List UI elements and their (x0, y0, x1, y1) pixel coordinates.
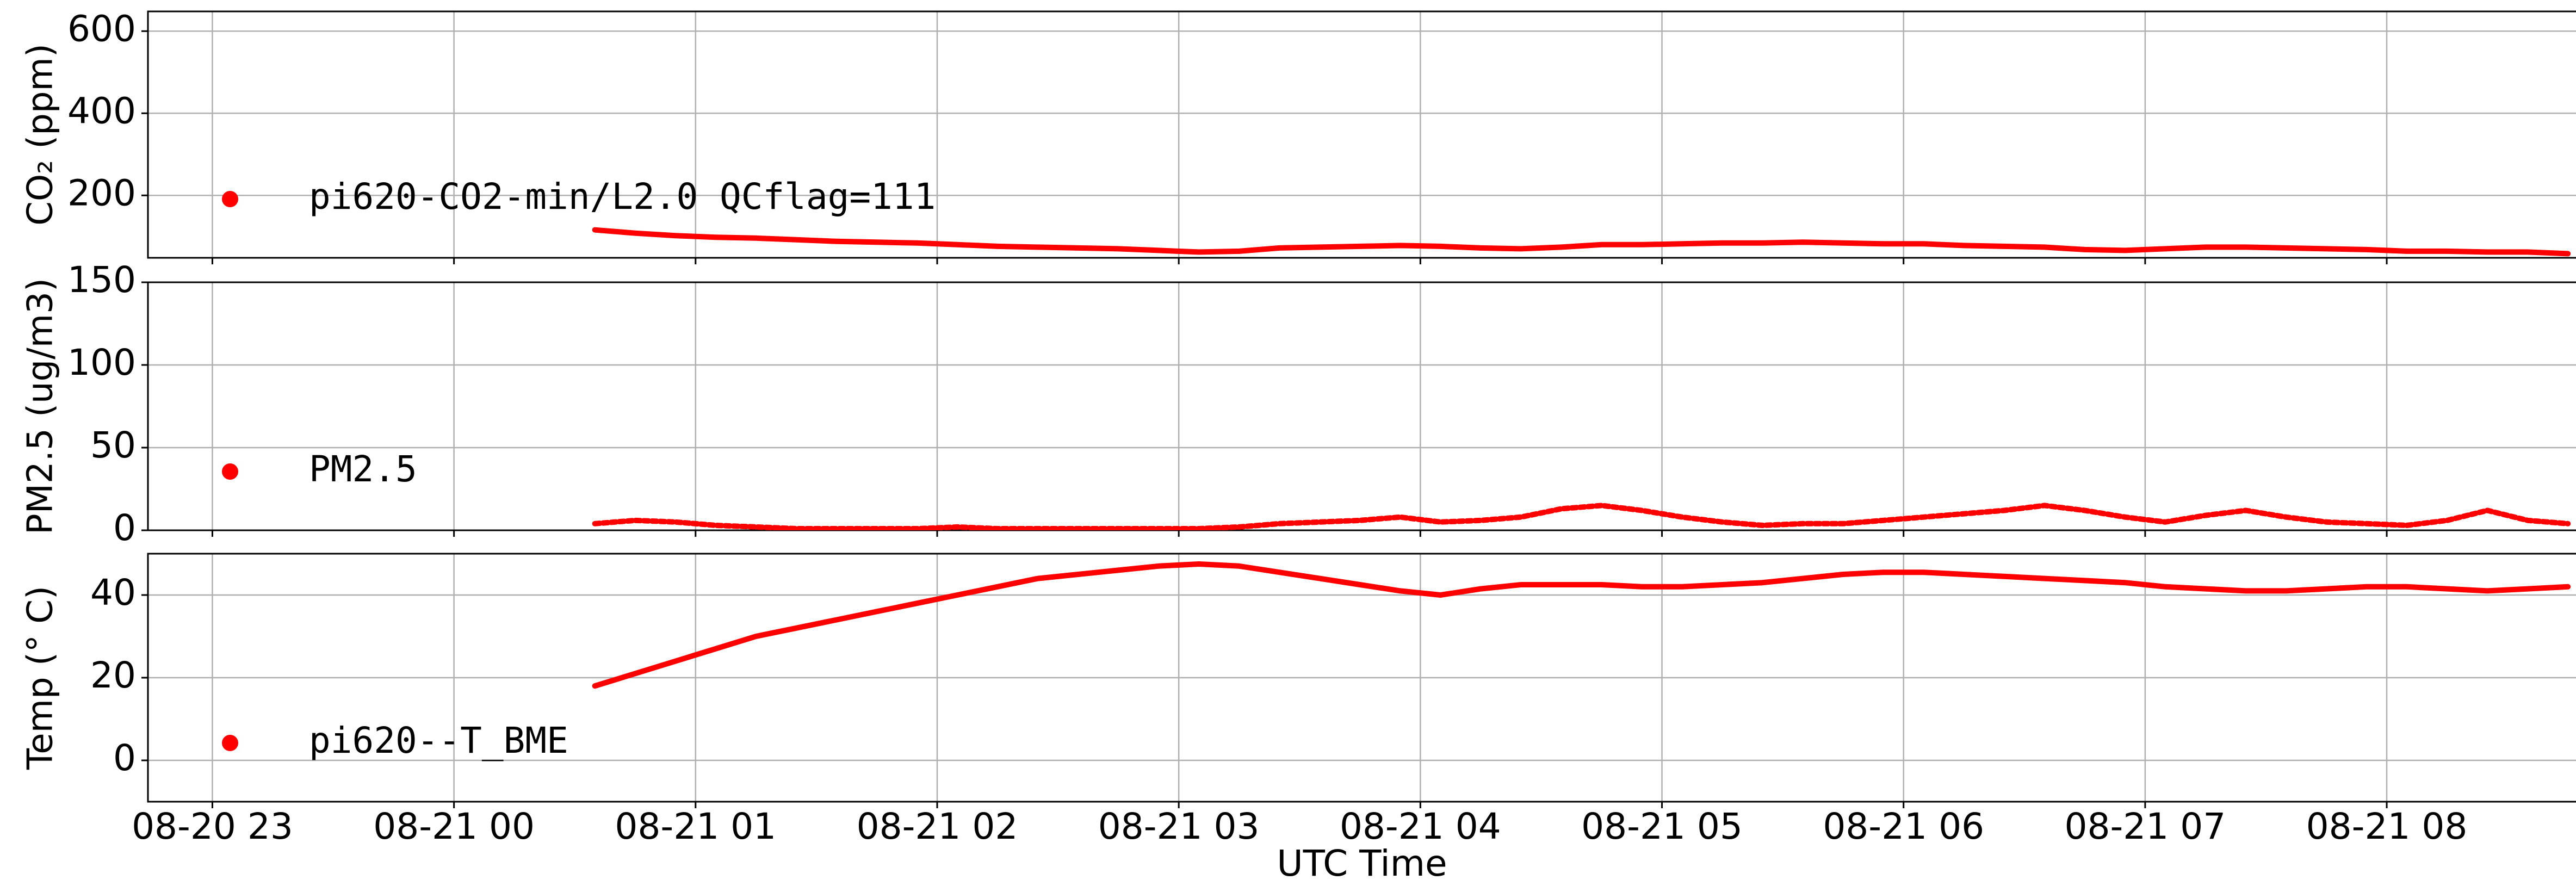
x-tick-label: 08-21 03 (1098, 806, 1260, 847)
plot-frame (147, 10, 2576, 259)
x-tick-label: 08-20 23 (132, 806, 293, 847)
y-tick-label: 50 (90, 424, 136, 466)
series-line (592, 561, 2571, 689)
legend-label: pi620-CO2-min/L2.0 QCflag=111 (309, 176, 936, 218)
x-tick-label: 08-21 04 (1340, 806, 1501, 847)
legend-marker (222, 735, 238, 751)
x-tick-label: 08-21 01 (615, 806, 776, 847)
y-tick-label: 200 (67, 172, 136, 214)
y-tick-label: 100 (67, 342, 136, 383)
series-line (592, 503, 2571, 530)
legend-label: PM2.5 (309, 448, 417, 490)
y-tick-label: 150 (67, 259, 136, 301)
y-axis-label: PM2.5 (ug/m3) (21, 278, 61, 535)
y-tick-label: 600 (67, 8, 136, 49)
x-tick-label: 08-21 00 (373, 806, 535, 847)
series-line (592, 227, 2571, 257)
legend-marker (222, 191, 238, 207)
x-tick-label: 08-21 02 (857, 806, 1018, 847)
y-tick-label: 400 (67, 90, 136, 132)
y-axis-label: Temp (° C) (21, 586, 61, 770)
y-axis-label: CO₂ (ppm) (21, 44, 61, 226)
y-tick-label: 40 (90, 572, 136, 614)
x-tick-label: 08-21 07 (2065, 806, 2226, 847)
plot-frame (147, 553, 2576, 803)
x-tick-label: 08-21 05 (1581, 806, 1743, 847)
legend-marker (222, 463, 238, 480)
x-tick-label: 08-21 08 (2306, 806, 2468, 847)
y-tick-label: 20 (90, 654, 136, 696)
plot-frame (147, 281, 2576, 531)
y-tick-label: 0 (113, 507, 136, 549)
y-tick-label: 0 (113, 737, 136, 779)
legend-label: pi620--T_BME (309, 720, 568, 761)
x-tick-label: 08-21 06 (1823, 806, 1984, 847)
x-axis-label: UTC Time (1277, 842, 1447, 884)
